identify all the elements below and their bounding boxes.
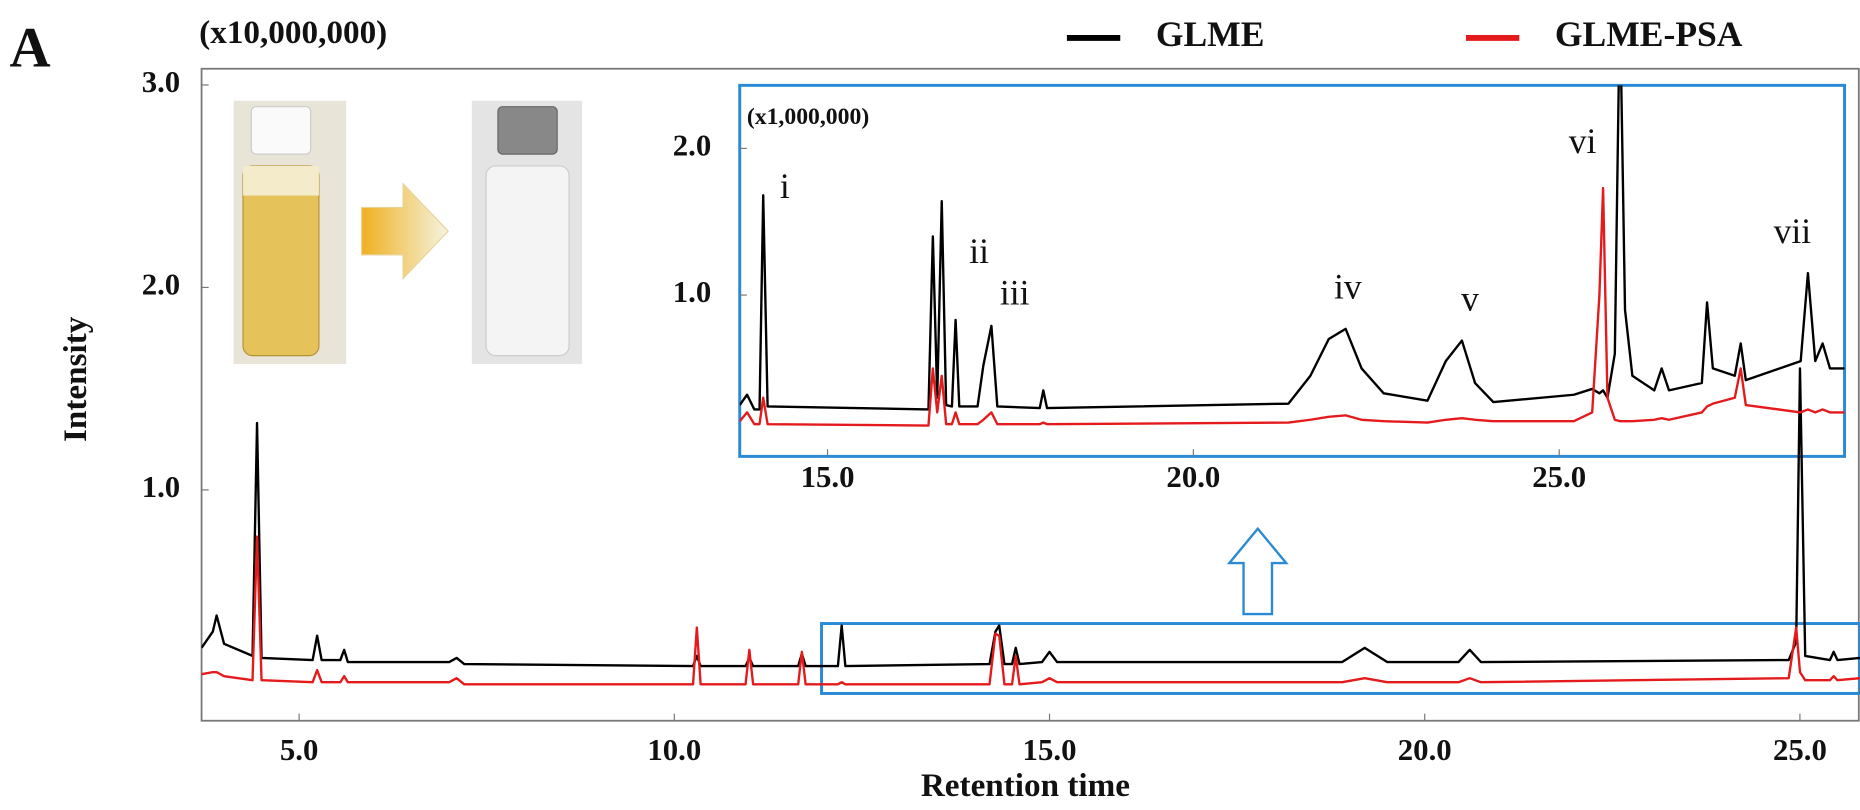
legend: GLME GLME-PSA — [1066, 14, 1743, 54]
panel-label: A — [10, 16, 51, 79]
x-tick-label: 15.0 — [1023, 733, 1077, 767]
series-line — [739, 85, 1845, 411]
vial-photo-before — [233, 100, 347, 364]
x-tick-label: 25.0 — [1532, 460, 1586, 494]
x-tick-label: 15.0 — [801, 460, 855, 494]
x-tick-label: 25.0 — [1773, 733, 1827, 767]
series-line — [739, 186, 1845, 427]
process-arrow — [360, 182, 449, 281]
series-line — [201, 535, 1860, 686]
x-tick-label: 20.0 — [1398, 733, 1452, 767]
y-tick-label: 1.0 — [142, 470, 181, 504]
y-unit-label: (x10,000,000) — [199, 14, 387, 51]
x-axis-label: Retention time — [921, 767, 1130, 804]
legend-label: GLME — [1156, 14, 1265, 54]
y-tick-label: 3.0 — [142, 65, 181, 99]
y-axis-label: Intensity — [57, 316, 94, 442]
legend-label: GLME-PSA — [1555, 14, 1743, 54]
peak-label: iv — [1334, 267, 1362, 307]
y-tick-label: 2.0 — [142, 268, 181, 302]
y-tick-label: 1.0 — [673, 275, 712, 309]
peak-label: vii — [1774, 211, 1812, 251]
y-tick-label: 2.0 — [673, 128, 712, 162]
inset-frame — [738, 83, 1847, 458]
vial-photo-after — [471, 100, 583, 364]
plot-frame — [200, 67, 1860, 722]
peak-label: v — [1461, 278, 1479, 318]
peak-label: iii — [1000, 273, 1030, 313]
inset-y-unit-label: (x1,000,000) — [747, 104, 869, 130]
peak-label: ii — [969, 231, 989, 271]
x-tick-label: 20.0 — [1166, 460, 1220, 494]
x-tick-label: 10.0 — [647, 733, 701, 767]
series-line — [201, 367, 1860, 668]
x-tick-label: 5.0 — [280, 733, 319, 767]
zoom-arrow — [1226, 526, 1289, 616]
peak-label: i — [780, 166, 790, 206]
peak-label: vi — [1569, 121, 1597, 161]
